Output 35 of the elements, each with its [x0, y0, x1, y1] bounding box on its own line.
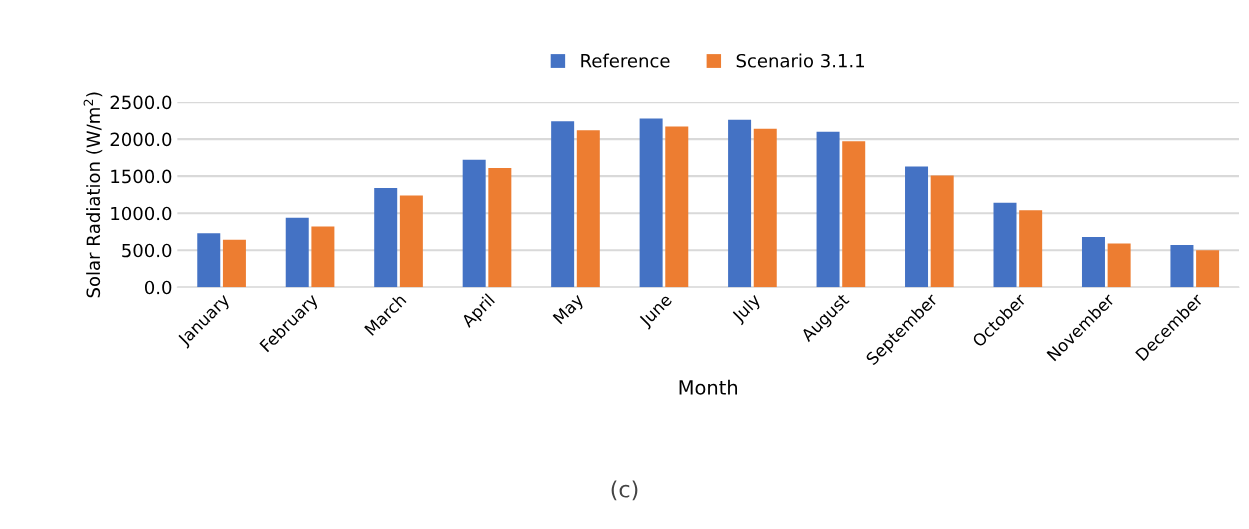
y-tick-label: 2500.0	[110, 95, 172, 110]
y-tick-label: 500.0	[122, 243, 172, 258]
bar	[197, 233, 221, 288]
bar	[311, 226, 335, 288]
bar	[993, 202, 1017, 288]
y-tick-label: 2000.0	[110, 132, 172, 147]
legend-label: Scenario 3.1.1	[736, 53, 864, 68]
bar	[462, 159, 486, 288]
bar	[753, 128, 777, 288]
bar	[222, 239, 246, 288]
bar	[1107, 243, 1131, 288]
bar	[728, 119, 752, 288]
bar	[665, 126, 689, 288]
bar	[374, 188, 398, 288]
bar	[551, 121, 575, 288]
bar	[816, 131, 840, 288]
bar	[488, 168, 512, 288]
x-axis-title: Month	[679, 379, 738, 395]
y-axis-title: Solar Radiation (W/m$^{2}$)	[83, 92, 103, 298]
y-tick-label: 0.0	[144, 280, 172, 295]
text: (c)	[611, 480, 638, 501]
bar	[576, 130, 600, 288]
bar	[1019, 210, 1043, 288]
bar	[285, 217, 309, 288]
bar	[1081, 236, 1105, 288]
bar	[1170, 245, 1194, 288]
bar	[930, 175, 954, 288]
bar	[399, 195, 423, 288]
y-tick-label: 1500.0	[111, 169, 172, 184]
bar	[842, 141, 866, 288]
legend-label: Reference	[581, 53, 670, 68]
bar	[639, 118, 663, 288]
y-tick-label: 1000.0	[111, 206, 172, 221]
bar	[905, 166, 929, 288]
bar	[1196, 250, 1220, 288]
